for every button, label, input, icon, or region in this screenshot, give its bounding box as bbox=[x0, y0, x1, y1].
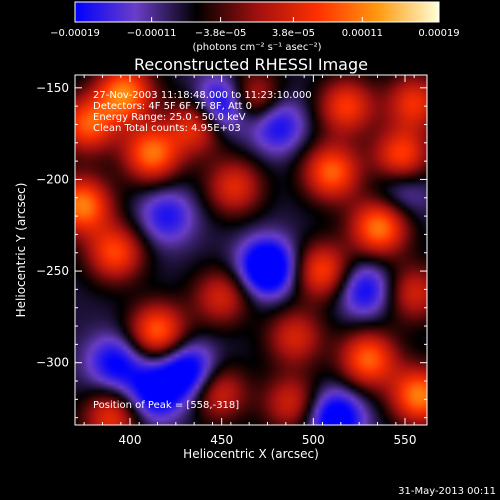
y-tick-label: −150 bbox=[36, 81, 69, 95]
annotation-peak: Position of Peak = [558,-318] bbox=[93, 400, 239, 411]
x-axis-label: Heliocentric X (arcsec) bbox=[183, 447, 319, 461]
axis-ticks: 400 450 500 550 −150 −200 −250 −300 bbox=[36, 75, 427, 447]
colorbar-tick-label: 3.8e−05 bbox=[272, 28, 315, 39]
colorbar-tick-label: −0.00019 bbox=[50, 28, 100, 39]
annotation-energy: Energy Range: 25.0 - 50.0 keV bbox=[93, 112, 246, 123]
y-tick-label: −200 bbox=[36, 172, 69, 186]
annotation-time: 27-Nov-2003 11:18:48.000 to 11:23:10.000 bbox=[93, 90, 312, 101]
annotation-counts: Clean Total counts: 4.95E+03 bbox=[93, 123, 241, 134]
footer-timestamp: 31-May-2013 00:11 bbox=[398, 486, 496, 497]
colorbar-tick-label: 0.00019 bbox=[418, 28, 459, 39]
x-tick-label: 500 bbox=[302, 433, 325, 447]
x-tick-label: 550 bbox=[394, 433, 417, 447]
colorbar-tick-label: 0.00011 bbox=[342, 28, 383, 39]
heatmap-image bbox=[75, 75, 427, 425]
plot-frame bbox=[74, 74, 428, 426]
chart-title: Reconstructed RHESSI Image bbox=[134, 55, 368, 74]
y-tick-label: −300 bbox=[36, 356, 69, 370]
y-axis-label: Heliocentric Y (arcsec) bbox=[14, 183, 28, 318]
colorbar-unit-label: (photons cm⁻² s⁻¹ asec⁻²) bbox=[192, 42, 321, 53]
x-tick-label: 450 bbox=[210, 433, 233, 447]
annotation-detectors: Detectors: 4F 5F 6F 7F 8F, Att 0 bbox=[93, 101, 252, 112]
colorbar-tick-label: −0.00011 bbox=[127, 28, 177, 39]
y-tick-label: −250 bbox=[36, 264, 69, 278]
colorbar-ticks: −0.00019 −0.00011 −3.8e−05 3.8e−05 0.00011 0.… bbox=[50, 17, 460, 39]
colorbar bbox=[74, 1, 440, 23]
colorbar-tick-label: −3.8e−05 bbox=[195, 28, 247, 39]
x-tick-label: 400 bbox=[119, 433, 142, 447]
